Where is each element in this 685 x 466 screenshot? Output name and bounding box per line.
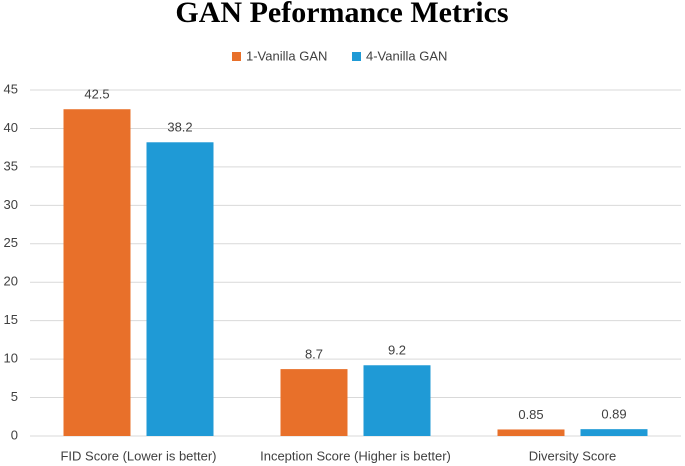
legend-label: 1-Vanilla GAN [246, 48, 327, 63]
y-tick-label: 30 [4, 197, 18, 212]
y-tick-label: 40 [4, 120, 18, 135]
value-label: 0.89 [601, 407, 626, 422]
x-tick-label: Inception Score (Higher is better) [260, 448, 451, 463]
y-tick-label: 0 [11, 427, 18, 442]
bar [363, 365, 431, 436]
y-tick-label: 15 [4, 312, 18, 327]
value-label: 0.85 [518, 407, 543, 422]
y-tick-label: 25 [4, 235, 18, 250]
legend-swatch [232, 52, 241, 61]
value-label: 42.5 [84, 87, 109, 102]
y-tick-label: 5 [11, 389, 18, 404]
y-tick-label: 20 [4, 274, 18, 289]
value-label: 8.7 [305, 347, 323, 362]
y-tick-label: 35 [4, 158, 18, 173]
value-label: 38.2 [167, 120, 192, 135]
bar [280, 369, 348, 436]
bar [580, 429, 648, 436]
value-label: 9.2 [388, 343, 406, 358]
y-tick-label: 45 [4, 81, 18, 96]
x-tick-label: FID Score (Lower is better) [60, 448, 216, 463]
legend-label: 4-Vanilla GAN [366, 48, 447, 63]
legend-swatch [352, 52, 361, 61]
bar [63, 109, 131, 436]
y-tick-label: 10 [4, 351, 18, 366]
x-tick-label: Diversity Score [529, 448, 616, 463]
bar [497, 429, 565, 436]
chart-title: GAN Peformance Metrics [175, 0, 508, 29]
bar [146, 142, 214, 437]
